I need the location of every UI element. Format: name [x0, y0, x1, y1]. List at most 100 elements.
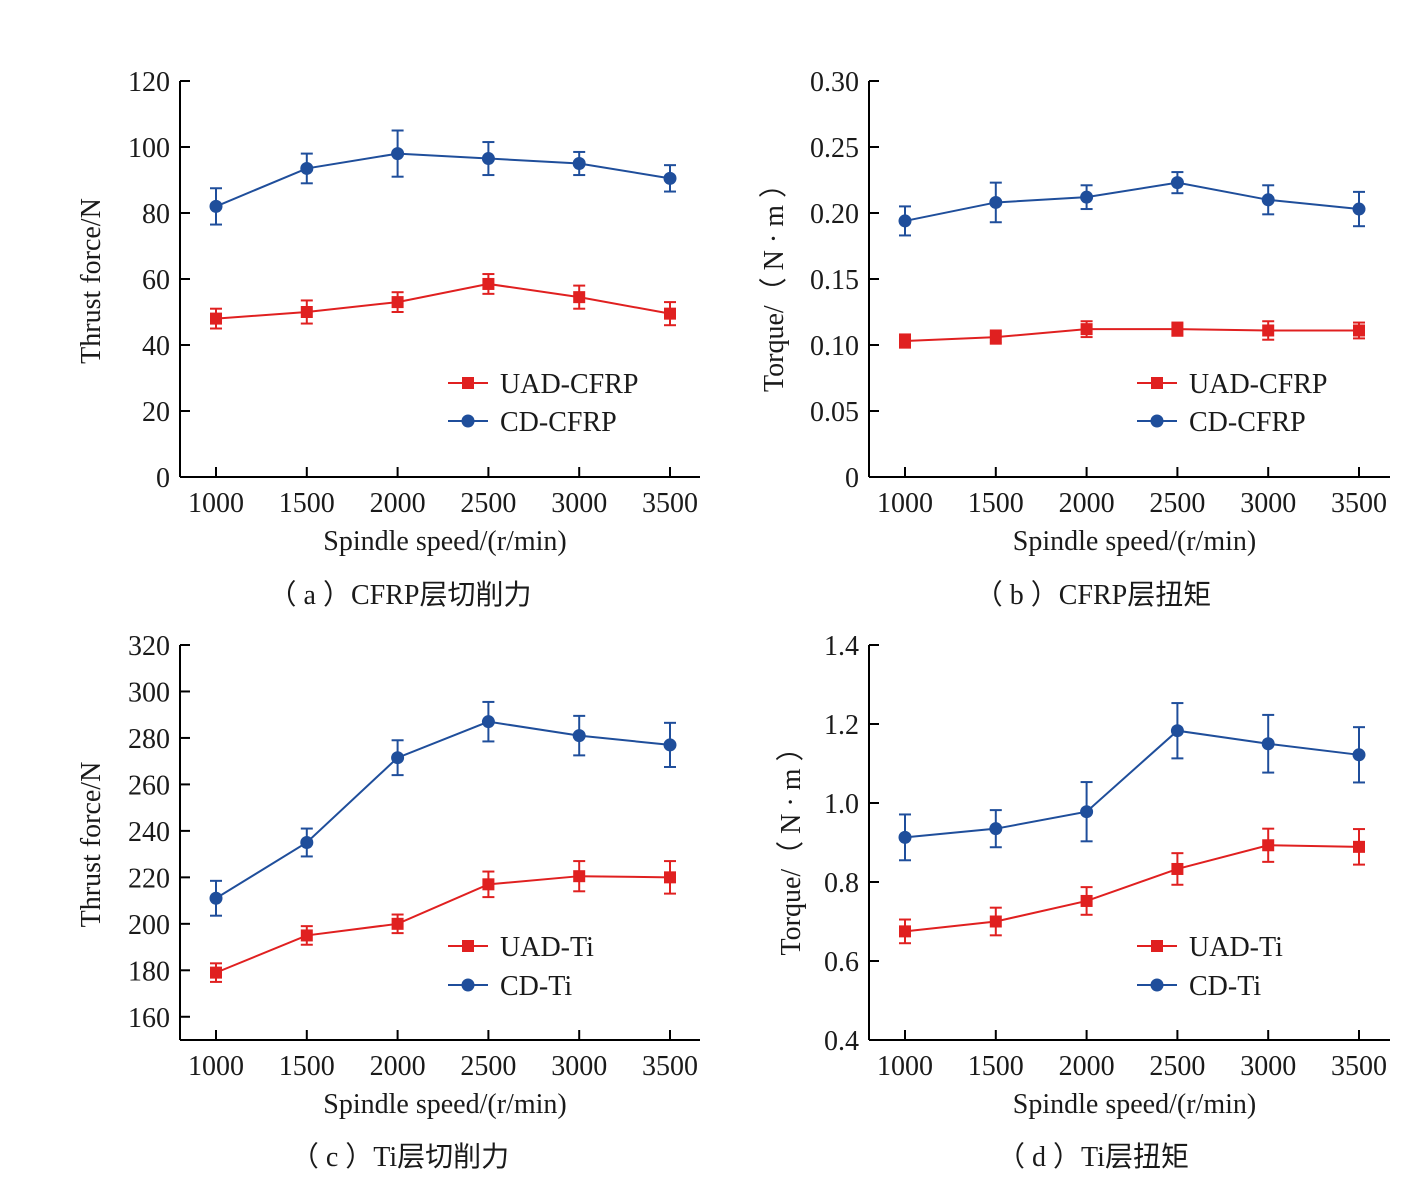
panel-caption: （ d ）Ti层扭矩 — [997, 1141, 1189, 1173]
legend-label: CD-CFRP — [1189, 407, 1306, 438]
data-point-circle — [209, 199, 223, 213]
data-point-square — [664, 307, 676, 320]
legend-label: CD-Ti — [1189, 971, 1261, 1002]
data-point-square — [899, 925, 911, 938]
data-point-circle — [1080, 805, 1094, 819]
data-point-circle — [898, 214, 912, 228]
data-point-circle — [209, 891, 223, 905]
series-line — [215, 875, 671, 974]
legend-label: CD-CFRP — [500, 407, 617, 438]
y-axis-title: Thrust force/N — [76, 762, 107, 928]
legend: UAD-Ti CD-Ti — [448, 932, 594, 1002]
data-point-circle — [300, 161, 314, 175]
data-point-circle — [391, 751, 405, 765]
y-tick-label: 40 — [142, 331, 170, 362]
y-tick-label: 320 — [128, 631, 170, 662]
y-axis-title: Torque/（ N · m ） — [758, 170, 790, 392]
data-point-square — [989, 915, 1002, 928]
x-tick-label: 1500 — [968, 1051, 1024, 1082]
data-point-square — [573, 870, 586, 883]
x-tick-label: 2000 — [1059, 1051, 1115, 1082]
x-tick-label: 2500 — [460, 488, 516, 519]
data-point-square — [664, 871, 676, 884]
x-tick-label: 3000 — [1240, 488, 1296, 519]
y-tick-label: 1.2 — [824, 710, 859, 741]
series-line — [215, 720, 671, 900]
series-uad-ti — [210, 860, 676, 983]
legend-marker-square — [462, 377, 474, 389]
data-point-square — [989, 331, 1002, 344]
x-tick-label: 2500 — [1149, 488, 1205, 519]
x-tick-label: 3000 — [551, 488, 607, 519]
y-tick-label: 240 — [128, 817, 170, 848]
legend-label: UAD-Ti — [1189, 932, 1283, 963]
data-point-circle — [300, 836, 314, 849]
panel-caption: （ c ）Ti层切削力 — [291, 1141, 509, 1173]
data-point-circle — [1261, 193, 1275, 207]
y-axis-title: Thrust force/N — [76, 198, 107, 364]
series-uad-cfrp — [210, 273, 676, 330]
data-point-circle — [391, 147, 405, 161]
data-point-square — [391, 296, 404, 309]
y-tick-label: 0 — [156, 463, 170, 494]
x-tick-label: 1500 — [279, 488, 335, 519]
y-tick-label: 0.10 — [810, 331, 859, 362]
data-point-circle — [481, 152, 495, 166]
data-point-circle — [1080, 190, 1094, 204]
y-tick-label: 280 — [128, 724, 170, 755]
y-tick-label: 120 — [128, 67, 170, 98]
legend-marker-square — [1151, 377, 1163, 389]
data-point-square — [1171, 323, 1184, 336]
x-tick-label: 3500 — [1331, 1051, 1387, 1082]
y-tick-label: 1.0 — [824, 789, 859, 820]
data-point-square — [1262, 324, 1275, 337]
y-tick-label: 0 — [845, 463, 859, 494]
data-point-square — [1080, 323, 1093, 336]
data-point-square — [1353, 840, 1365, 853]
chart-panel-c: 160 180 200 220 240 260 280 300 320 1000 1500 2000 2… — [76, 631, 700, 1173]
y-tick-label: 20 — [142, 397, 170, 428]
x-axis-title: Spindle speed/(r/min) — [1013, 1089, 1256, 1120]
data-point-circle — [1352, 748, 1366, 762]
legend-marker-circle — [1150, 978, 1164, 992]
series-line — [215, 152, 671, 208]
x-tick-label: 1000 — [188, 488, 244, 519]
series-line — [904, 844, 1360, 933]
y-tick-label: 0.25 — [810, 133, 859, 164]
legend: UAD-Ti CD-Ti — [1137, 932, 1283, 1002]
y-tick-label: 60 — [142, 265, 170, 296]
series-line — [904, 729, 1360, 839]
x-axis-title: Spindle speed/(r/min) — [323, 1089, 566, 1120]
y-tick-label: 0.6 — [824, 947, 859, 978]
series-cd-ti — [898, 702, 1366, 862]
x-tick-label: 2000 — [1059, 488, 1115, 519]
x-axis-title: Spindle speed/(r/min) — [1013, 526, 1256, 557]
y-tick-label: 160 — [128, 1003, 170, 1034]
data-point-square — [899, 335, 911, 348]
legend-marker-square — [462, 940, 474, 952]
x-tick-label: 1000 — [877, 1051, 933, 1082]
data-point-square — [482, 277, 495, 290]
series-uad-ti — [899, 827, 1365, 945]
y-tick-label: 100 — [128, 133, 170, 164]
y-tick-label: 180 — [128, 956, 170, 987]
x-tick-label: 1000 — [188, 1051, 244, 1082]
y-tick-label: 300 — [128, 677, 170, 708]
y-tick-label: 0.4 — [824, 1026, 859, 1057]
y-tick-label: 0.20 — [810, 199, 859, 230]
x-tick-label: 1500 — [279, 1051, 335, 1082]
legend-marker-circle — [1150, 414, 1164, 428]
data-point-circle — [572, 157, 586, 170]
data-point-circle — [663, 738, 677, 752]
data-point-circle — [989, 195, 1003, 209]
x-tick-label: 2000 — [370, 488, 426, 519]
x-axis-title: Spindle speed/(r/min) — [323, 526, 566, 557]
y-tick-label: 0.8 — [824, 868, 859, 899]
data-point-circle — [1170, 176, 1184, 190]
data-point-square — [210, 312, 222, 325]
data-point-circle — [898, 830, 912, 844]
panel-caption: （ b ）CFRP层扭矩 — [975, 579, 1212, 611]
legend-label: CD-Ti — [500, 971, 572, 1002]
data-point-circle — [1352, 202, 1366, 216]
x-tick-label: 3000 — [1240, 1051, 1296, 1082]
